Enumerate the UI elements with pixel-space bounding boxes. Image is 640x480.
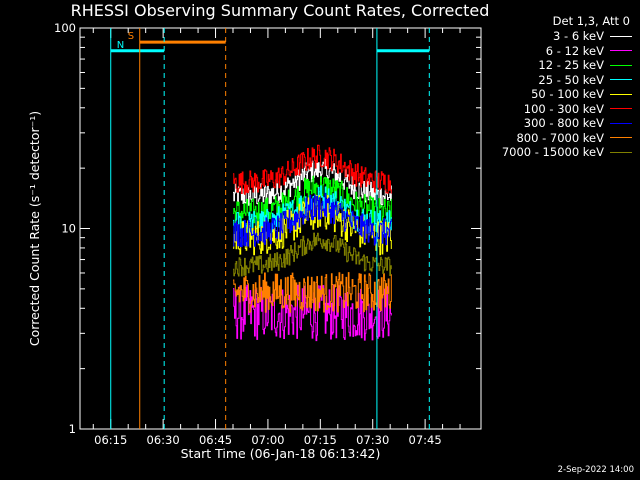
legend-header: Det 1,3, Att 0 — [552, 14, 630, 28]
y-tick-label: 1 — [69, 422, 76, 436]
legend-swatch — [610, 151, 632, 153]
legend-label: 50 - 100 keV — [531, 87, 604, 101]
legend-swatch — [610, 64, 632, 66]
x-tick-label: 07:45 — [409, 433, 442, 447]
series-line — [233, 232, 392, 277]
legend-label: 25 - 50 keV — [538, 72, 604, 87]
x-axis-label: Start Time (06-Jan-18 06:13:42) — [181, 446, 381, 461]
y-tick-label: 10 — [61, 222, 76, 236]
legend-swatch — [610, 50, 632, 52]
legend-item: 12 - 25 keV — [472, 58, 632, 73]
legend-label: 800 - 7000 keV — [516, 130, 604, 145]
legend-item: 6 - 12 keV — [472, 44, 632, 59]
legend-item: 7000 - 15000 keV — [472, 145, 632, 160]
legend: Det 1,3, Att 0 3 - 6 keV 6 - 12 keV 12 - 2… — [472, 14, 632, 160]
legend-swatch — [610, 35, 632, 37]
legend-item: 50 - 100 keV — [472, 87, 632, 102]
legend-swatch — [610, 108, 632, 110]
legend-swatch — [610, 79, 632, 81]
x-tick-label: 07:00 — [251, 433, 284, 447]
footer-timestamp: 2-Sep-2022 14:00 — [557, 465, 634, 475]
legend-swatch — [610, 122, 632, 124]
x-tick-label: 06:45 — [199, 433, 232, 447]
legend-label: 300 - 800 keV — [523, 116, 604, 130]
flag-label: N — [117, 40, 124, 51]
y-axis-label: Corrected Count Rate (s⁻¹ detector⁻¹) — [27, 111, 42, 346]
x-tick-label: 06:30 — [147, 433, 180, 447]
series-line — [233, 192, 392, 247]
legend-swatch — [610, 137, 632, 139]
x-tick-label: 07:30 — [356, 433, 389, 447]
x-tick-label: 06:15 — [94, 433, 127, 447]
series-line — [233, 272, 392, 313]
chart-title: RHESSI Observing Summary Count Rates, Co… — [70, 1, 490, 20]
legend-item: 800 - 7000 keV — [472, 131, 632, 146]
legend-label: 12 - 25 keV — [538, 58, 604, 72]
legend-item: 3 - 6 keV — [472, 29, 632, 44]
legend-label: 6 - 12 keV — [545, 43, 604, 58]
legend-item: 25 - 50 keV — [472, 73, 632, 88]
legend-swatch — [610, 93, 632, 95]
legend-item: 300 - 800 keV — [472, 116, 632, 131]
legend-label: 3 - 6 keV — [553, 29, 604, 43]
flag-label: S — [128, 31, 134, 42]
y-tick-label: 100 — [54, 21, 76, 35]
legend-label: 7000 - 15000 keV — [501, 145, 604, 159]
legend-item: 100 - 300 keV — [472, 102, 632, 117]
series-line — [233, 144, 392, 195]
x-tick-label: 07:15 — [304, 433, 337, 447]
legend-label: 100 - 300 keV — [523, 101, 604, 116]
